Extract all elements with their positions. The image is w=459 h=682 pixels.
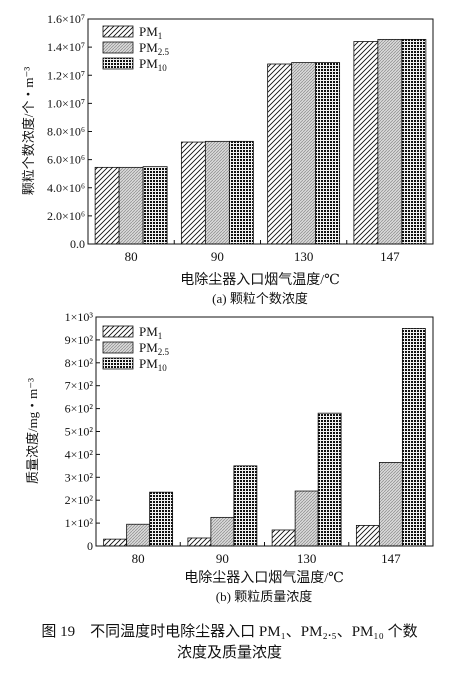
y-tick-label: 6×10²: [65, 402, 94, 416]
x-tick-label: 147: [380, 249, 400, 264]
count-concentration-chart: 0.0 2.0×10⁶ 4.0×10⁶ 6.0×10⁶ 8.0×10⁶ 1.0×10⁷ 1.…: [21, 12, 434, 306]
bar-pm10-147: [401, 38, 427, 245]
y-tick-label: 8×10²: [65, 356, 94, 370]
y-axis-title: 颗粒个数浓度/个・m⁻³: [21, 67, 36, 196]
y-axis: 0.0 2.0×10⁶ 4.0×10⁶ 6.0×10⁶ 8.0×10⁶ 1.0×10⁷ 1.…: [47, 12, 92, 251]
legend-swatch-pm25: [102, 341, 134, 354]
bar-pm25-130: [294, 490, 319, 547]
caption-line-1: 图 19 不同温度时电除尘器入口 PM₁、PM₂.₅、PM₁₀ 个数: [41, 624, 418, 640]
bars: [103, 328, 426, 547]
y-tick-label: 5×10²: [65, 425, 94, 439]
y-tick-label: 0: [87, 539, 93, 553]
x-tick-label: 90: [216, 551, 229, 566]
legend-swatch-pm1: [102, 325, 134, 338]
legend: PM1 PM2.5 PM10: [102, 24, 170, 73]
bar-pm1-147: [355, 524, 380, 547]
bar-pm10-80: [149, 491, 174, 547]
bar-pm10-90: [233, 465, 258, 547]
legend-label-pm25: PM2.5: [139, 340, 170, 357]
bar-pm10-147: [401, 328, 426, 547]
mass-concentration-chart: 0 1×10² 2×10² 3×10² 4×10² 5×10² 6×10² 7×10² 8×10…: [25, 310, 434, 604]
bar-pm10-130: [315, 62, 341, 245]
y-tick-label: 4.0×10⁶: [47, 181, 85, 195]
y-tick-label: 1.0×10⁷: [47, 96, 85, 110]
bar-pm25-130: [291, 62, 317, 245]
bar-pm1-90: [187, 537, 212, 547]
bar-pm25-90: [204, 140, 230, 245]
legend-label-pm10: PM10: [139, 356, 167, 373]
bar-pm25-80: [118, 166, 144, 245]
x-tick-label: 80: [125, 249, 138, 264]
y-tick-label: 0.0: [70, 237, 85, 251]
y-tick-label: 1.6×10⁷: [47, 12, 85, 26]
bar-pm25-90: [210, 516, 235, 547]
y-tick-label: 1×10²: [65, 516, 94, 530]
legend-label-pm10: PM10: [139, 56, 167, 73]
subtitle: (b) 颗粒质量浓度: [216, 589, 312, 604]
y-tick-label: 8.0×10⁶: [47, 125, 85, 139]
y-tick-label: 3×10²: [65, 470, 94, 484]
y-axis-title: 质量浓度/mg・m⁻³: [25, 378, 40, 484]
y-tick-label: 7×10²: [65, 379, 94, 393]
legend-swatch-pm10: [102, 357, 134, 370]
bar-pm25-147: [378, 462, 403, 547]
subtitle: (a) 颗粒个数浓度: [212, 291, 308, 306]
y-tick-label: 2×10²: [65, 493, 94, 507]
caption-line-2: 浓度及质量浓度: [176, 645, 282, 661]
bar-pm1-130: [267, 63, 293, 245]
y-tick-label: 4×10²: [65, 447, 94, 461]
bar-pm1-147: [353, 41, 379, 245]
bar-pm10-80: [142, 166, 168, 245]
legend-label-pm25: PM2.5: [139, 40, 170, 57]
x-tick-label: 90: [211, 249, 224, 264]
x-tick-label: 130: [294, 249, 314, 264]
x-axis: 80 90 130 147: [125, 240, 400, 264]
bar-pm1-80: [103, 538, 128, 547]
legend: PM1 PM2.5 PM10: [102, 324, 170, 373]
legend-swatch-pm1: [102, 25, 134, 38]
legend-swatch-pm10: [102, 57, 134, 70]
x-tick-label: 80: [132, 551, 145, 566]
figure-caption: 图 19 不同温度时电除尘器入口 PM₁、PM₂.₅、PM₁₀ 个数 浓度及质量…: [0, 622, 459, 664]
y-axis: 0 1×10² 2×10² 3×10² 4×10² 5×10² 6×10² 7×10² 8×10…: [65, 310, 100, 553]
y-tick-label: 1.2×10⁷: [47, 68, 85, 82]
bar-pm25-147: [377, 38, 403, 245]
bar-pm1-90: [180, 141, 206, 245]
bar-pm1-80: [94, 166, 120, 245]
y-tick-label: 1×10³: [65, 310, 94, 324]
x-tick-label: 130: [297, 551, 317, 566]
y-tick-label: 2.0×10⁶: [47, 209, 85, 223]
y-tick-label: 6.0×10⁶: [47, 153, 85, 167]
x-tick-label: 147: [381, 551, 401, 566]
bar-pm25-80: [126, 523, 151, 547]
y-tick-label: 9×10²: [65, 333, 94, 347]
bar-pm10-90: [228, 140, 254, 245]
legend-label-pm1: PM1: [139, 324, 162, 341]
x-axis: 80 90 130 147: [132, 542, 401, 566]
bar-pm1-130: [271, 529, 296, 547]
bars: [94, 38, 427, 245]
y-tick-label: 1.4×10⁷: [47, 40, 85, 54]
x-axis-title: 电除尘器入口烟气温度/℃: [180, 272, 340, 288]
legend-label-pm1: PM1: [139, 24, 162, 41]
x-axis-title: 电除尘器入口烟气温度/℃: [184, 570, 344, 586]
legend-swatch-pm25: [102, 41, 134, 54]
bar-pm10-130: [317, 412, 342, 547]
